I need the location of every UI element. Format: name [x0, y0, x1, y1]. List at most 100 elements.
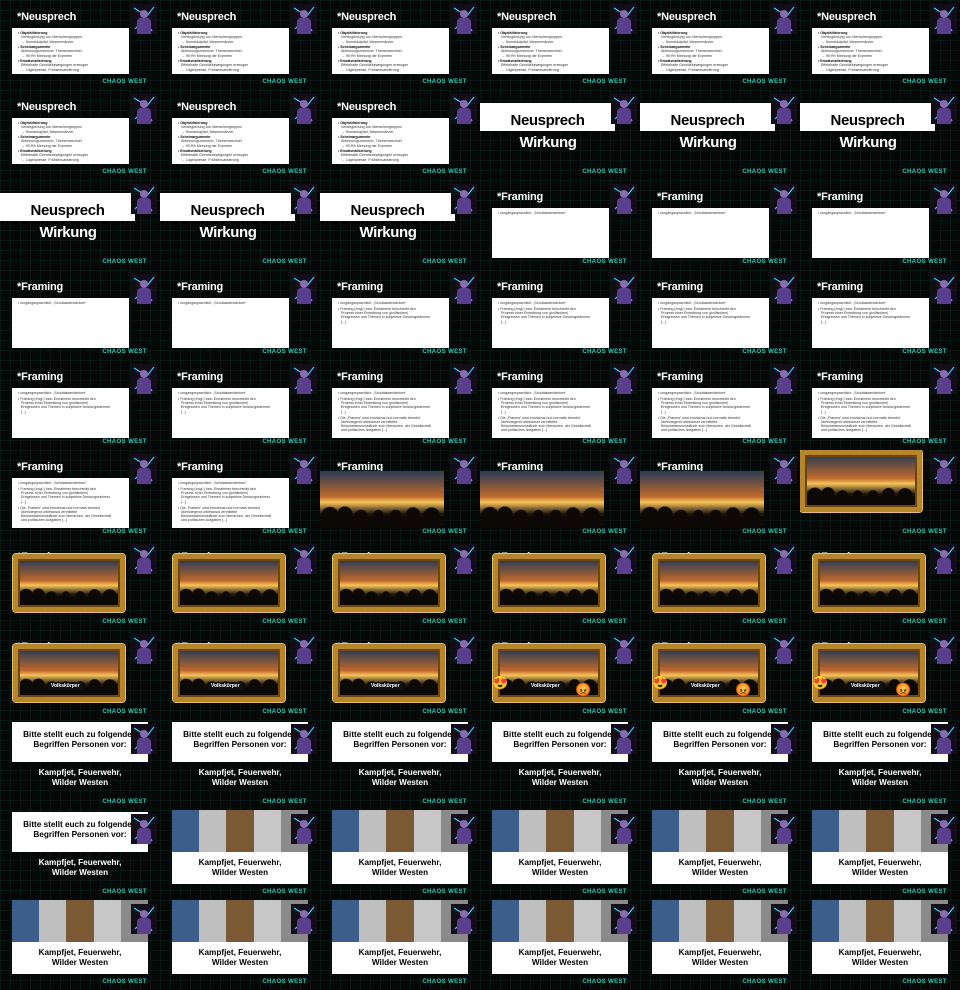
sunset-crowd-photo: [806, 455, 916, 507]
slide-thumbnail[interactable]: Bitte stellt euch zu folgenden Begriffen …: [320, 720, 480, 810]
speaker-video: [611, 364, 637, 394]
slide-thumbnail[interactable]: Bitte stellt euch zu folgenden Begriffen …: [0, 810, 160, 900]
slide-thumbnail[interactable]: Neusprech Wirkung CHAOS WEST: [320, 180, 480, 270]
slide-title: *Framing: [657, 281, 704, 293]
slide-thumbnail[interactable]: *Neusprech • Objektifizierung Verdinglichu…: [640, 0, 800, 90]
speaker-video: [291, 454, 317, 484]
slide-thumbnail[interactable]: *Framing CHAOS WEST: [640, 540, 800, 630]
slide-thumbnail[interactable]: Kampfjet, Feuerwehr, Wilder Westen CHAOS W…: [640, 810, 800, 900]
slide-thumbnail[interactable]: *Framing • umgangssprachlich: „Schubladen…: [480, 180, 640, 270]
slide-thumbnail[interactable]: *Framing Volkskörper CHAOS WEST: [0, 630, 160, 720]
slide-thumbnail[interactable]: Kampfjet, Feuerwehr, Wilder Westen CHAOS W…: [800, 810, 960, 900]
sunset-crowd-photo: [498, 560, 600, 606]
slide-thumbnail[interactable]: *Neusprech • Objektifizierung Verdinglichu…: [320, 90, 480, 180]
speaker-head: [620, 730, 628, 738]
slide-thumbnail[interactable]: *Framing Volkskörper 😍 😡 CHAOS WEST: [800, 630, 960, 720]
slide-thumbnail[interactable]: *Framing • umgangssprachlich: „Schubladen…: [480, 360, 640, 450]
slide-thumbnail[interactable]: Kampfjet, Feuerwehr, Wilder Westen CHAOS W…: [640, 900, 800, 990]
slide-thumbnail[interactable]: *Framing • umgangssprachlich: „Schubladen…: [0, 270, 160, 360]
slide-thumbnail[interactable]: *Neusprech • Objektifizierung Verdinglichu…: [160, 90, 320, 180]
slide-thumbnail[interactable]: *Framing • umgangssprachlich: „Schubladen…: [800, 270, 960, 360]
slide-thumbnail[interactable]: CHAOS WEST: [800, 450, 960, 540]
person-photo: [492, 900, 520, 942]
slide-title: *Neusprech: [17, 11, 77, 23]
slide-thumbnail[interactable]: Neusprech Wirkung CHAOS WEST: [160, 180, 320, 270]
chaos-west-logo: CHAOS WEST: [262, 259, 307, 265]
bullet-heading: • Emotionalisierung: [818, 59, 852, 63]
slide-thumbnail[interactable]: *Framing • umgangssprachlich: „Schubladen…: [160, 450, 320, 540]
bullet-text: Bewusstseinszustände zum Menschen, der G…: [501, 424, 591, 429]
person-photo: [413, 900, 441, 942]
slide-thumbnail[interactable]: *Neusprech • Objektifizierung Verdinglichu…: [480, 0, 640, 90]
slide-thumbnail[interactable]: *Framing • umgangssprachlich: „Schubladen…: [640, 360, 800, 450]
slide-thumbnail[interactable]: *Framing CHAOS WEST: [800, 540, 960, 630]
slide-thumbnail[interactable]: *Framing CHAOS WEST: [160, 540, 320, 630]
slide-thumbnail[interactable]: Kampfjet, Feuerwehr, Wilder Westen CHAOS W…: [0, 900, 160, 990]
sunset-crowd-photo: [178, 560, 280, 606]
slide-thumbnail[interactable]: Neusprech Wirkung CHAOS WEST: [0, 180, 160, 270]
slide-thumbnail[interactable]: Kampfjet, Feuerwehr, Wilder Westen CHAOS W…: [160, 900, 320, 990]
slide-thumbnail[interactable]: *Framing Volkskörper 😍 😡 CHAOS WEST: [480, 630, 640, 720]
chaos-west-logo: CHAOS WEST: [262, 889, 307, 895]
slide-thumbnail[interactable]: *Framing • umgangssprachlich: „Schubladen…: [320, 270, 480, 360]
slide-thumbnail[interactable]: Neusprech Wirkung CHAOS WEST: [800, 90, 960, 180]
slide-thumbnail[interactable]: Neusprech Wirkung CHAOS WEST: [480, 90, 640, 180]
slide-thumbnail[interactable]: Kampfjet, Feuerwehr, Wilder Westen CHAOS W…: [480, 900, 640, 990]
slide-thumbnail[interactable]: *Framing • umgangssprachlich: „Schubladen…: [160, 270, 320, 360]
speaker-video: [931, 4, 957, 34]
slide-thumbnail[interactable]: *Framing CHAOS WEST: [320, 540, 480, 630]
speaker-body: [137, 198, 151, 214]
bullet-example: → 99,9% Meinung der Experten: [21, 53, 73, 58]
slide-thumbnail[interactable]: *Framing Volkskörper 😍 😡 CHAOS WEST: [640, 630, 800, 720]
speaker-video: [291, 724, 317, 754]
chaos-west-logo: CHAOS WEST: [422, 439, 467, 445]
slide-thumbnail[interactable]: Bitte stellt euch zu folgenden Begriffen …: [480, 720, 640, 810]
bullet-heading: • Emotionalisierung: [18, 149, 52, 153]
slide-thumbnail[interactable]: *Framing CHAOS WEST: [480, 540, 640, 630]
slide-thumbnail[interactable]: Bitte stellt euch zu folgenden Begriffen …: [640, 720, 800, 810]
slide-thumbnail[interactable]: *Framing CHAOS WEST: [0, 540, 160, 630]
person-photo: [226, 900, 254, 942]
slide-thumbnail[interactable]: *Framing • umgangssprachlich: „Schubladen…: [0, 360, 160, 450]
slide-thumbnail[interactable]: *Framing • umgangssprachlich: „Schubladen…: [640, 270, 800, 360]
slide-thumbnail[interactable]: *Framing • umgangssprachlich: „Schubladen…: [480, 270, 640, 360]
slide-title: *Framing: [177, 461, 224, 473]
slide-thumbnail[interactable]: *Neusprech • Objektifizierung Verdinglichu…: [800, 0, 960, 90]
slide-thumbnail[interactable]: Neusprech Wirkung CHAOS WEST: [640, 90, 800, 180]
slide-thumbnail[interactable]: Bitte stellt euch zu folgenden Begriffen …: [160, 720, 320, 810]
bullet-text: • Framing (engl.) bzw. Einrahmen beschre…: [498, 306, 576, 311]
slide-thumbnail[interactable]: Bitte stellt euch zu folgenden Begriffen …: [0, 720, 160, 810]
slide-thumbnail[interactable]: *Framing • umgangssprachlich: „Schubladen…: [800, 180, 960, 270]
slide-thumbnail[interactable]: *Neusprech • Objektifizierung Verdinglichu…: [0, 0, 160, 90]
question-answer-line2: Wilder Westen: [851, 868, 909, 877]
slide-thumbnail[interactable]: *Framing CHAOS WEST: [640, 450, 800, 540]
slide-thumbnail[interactable]: *Framing CHAOS WEST: [320, 450, 480, 540]
slide-thumbnail[interactable]: *Framing Volkskörper CHAOS WEST: [160, 630, 320, 720]
bullet-text: Ereignissen und Themen in subjektive Deu…: [501, 315, 591, 320]
slide-thumbnail[interactable]: Kampfjet, Feuerwehr, Wilder Westen CHAOS W…: [160, 810, 320, 900]
slide-thumbnail[interactable]: *Framing • umgangssprachlich: „Schubladen…: [800, 360, 960, 450]
slide-title: *Framing: [817, 371, 864, 383]
slide-thumbnail[interactable]: Bitte stellt euch zu folgenden Begriffen …: [800, 720, 960, 810]
slide-thumbnail[interactable]: *Framing • umgangssprachlich: „Schubladen…: [640, 180, 800, 270]
slide-title: *Framing: [17, 461, 64, 473]
slide-thumbnail[interactable]: *Neusprech • Objektifizierung Verdinglichu…: [0, 90, 160, 180]
slide-thumbnail[interactable]: Kampfjet, Feuerwehr, Wilder Westen CHAOS W…: [480, 810, 640, 900]
speaker-video: [771, 454, 797, 484]
slide-thumbnail[interactable]: Kampfjet, Feuerwehr, Wilder Westen CHAOS W…: [320, 810, 480, 900]
chaos-west-logo: CHAOS WEST: [742, 169, 787, 175]
slide-content-box: • umgangssprachlich: „Schubladendenken“ •…: [652, 388, 769, 438]
slide-thumbnail[interactable]: *Framing • umgangssprachlich: „Schubladen…: [0, 450, 160, 540]
slide-thumbnail[interactable]: *Neusprech • Objektifizierung Verdinglichu…: [160, 0, 320, 90]
sunset-crowd-photo: [480, 471, 604, 528]
slide-thumbnail[interactable]: *Framing CHAOS WEST: [480, 450, 640, 540]
slide-thumbnail[interactable]: *Framing • umgangssprachlich: „Schubladen…: [160, 360, 320, 450]
slide-thumbnail[interactable]: Kampfjet, Feuerwehr, Wilder Westen CHAOS W…: [800, 900, 960, 990]
slide-thumbnail[interactable]: *Neusprech • Objektifizierung Verdinglichu…: [320, 0, 480, 90]
slide-thumbnail[interactable]: *Framing Volkskörper CHAOS WEST: [320, 630, 480, 720]
slide-content-box: • umgangssprachlich: „Schubladendenken“ •…: [812, 298, 929, 348]
slide-thumbnail[interactable]: Kampfjet, Feuerwehr, Wilder Westen CHAOS W…: [320, 900, 480, 990]
slide-thumbnail[interactable]: *Framing • umgangssprachlich: „Schubladen…: [320, 360, 480, 450]
speaker-body: [937, 468, 951, 484]
person-photo: [652, 900, 680, 942]
